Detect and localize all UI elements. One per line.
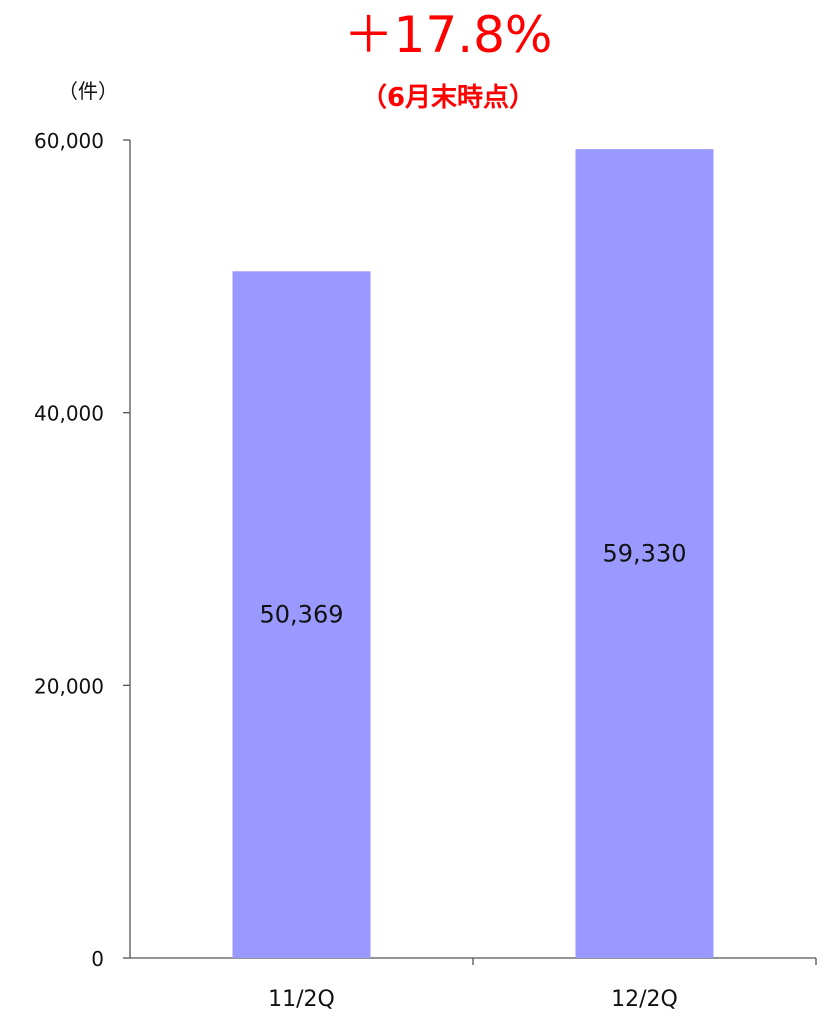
y-axis-unit-label: （件） bbox=[58, 79, 118, 103]
y-tick-label: 0 bbox=[91, 947, 104, 971]
plot-area: 0 20,000 40,000 60,000 50,369 11/2Q 59,330 12/2… bbox=[34, 129, 817, 1012]
growth-subline: （6月末時点） bbox=[361, 82, 535, 113]
bar-12-2Q bbox=[575, 149, 714, 958]
x-category-label: 11/2Q bbox=[268, 987, 335, 1012]
y-tick-label: 20,000 bbox=[34, 674, 104, 698]
bar-11-2Q bbox=[232, 271, 371, 959]
y-tick-label: 40,000 bbox=[34, 402, 104, 426]
bar-data-label: 50,369 bbox=[260, 601, 344, 629]
growth-headline: ＋17.8% bbox=[344, 6, 553, 64]
bar-data-label: 59,330 bbox=[603, 540, 687, 568]
y-tick-label: 60,000 bbox=[34, 129, 104, 153]
x-category-label: 12/2Q bbox=[611, 987, 678, 1012]
